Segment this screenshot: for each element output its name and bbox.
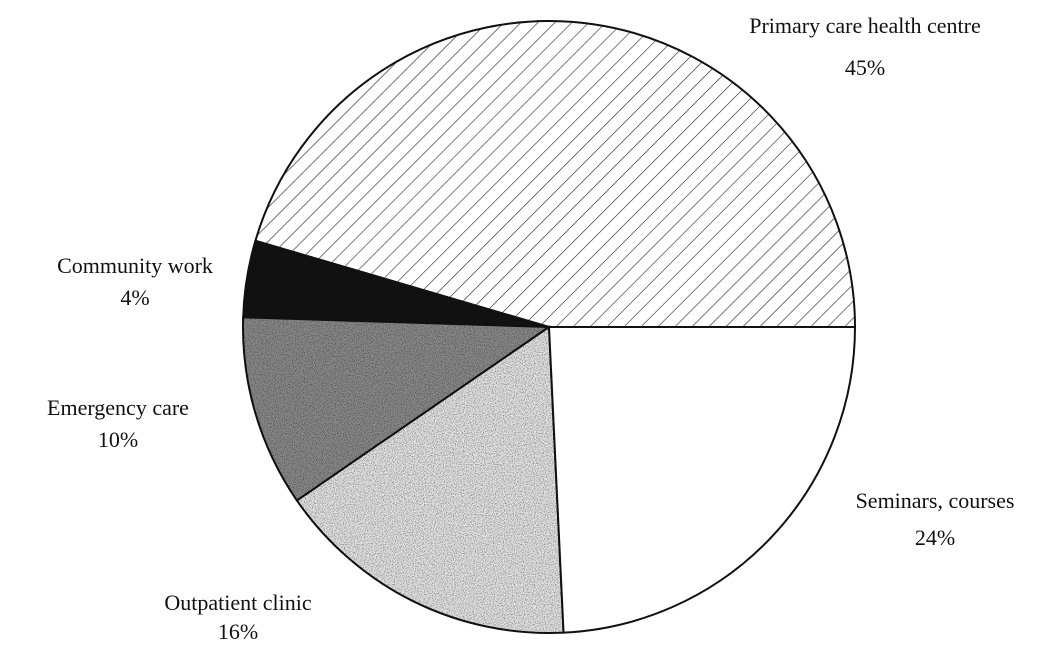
slice-group [242, 316, 553, 502]
slice-value-label: 10% [98, 427, 138, 452]
pie-slice [547, 326, 857, 634]
pie-slice [254, 19, 857, 328]
slice-label: Community work [57, 253, 213, 278]
slice-group [295, 325, 565, 634]
slice-value-label: 4% [120, 285, 149, 310]
slice-group [547, 326, 857, 634]
slice-value-label: 45% [845, 55, 885, 80]
slice-value-label: 16% [218, 619, 258, 644]
slice-value-label: 24% [915, 525, 955, 550]
slice-texture [296, 327, 564, 633]
slice-label: Seminars, courses [856, 488, 1015, 513]
slice-label: Outpatient clinic [164, 590, 311, 615]
slice-group [254, 19, 857, 328]
slice-texture [242, 317, 549, 501]
slice-label: Primary care health centre [749, 13, 980, 38]
slice-label: Emergency care [47, 395, 189, 420]
